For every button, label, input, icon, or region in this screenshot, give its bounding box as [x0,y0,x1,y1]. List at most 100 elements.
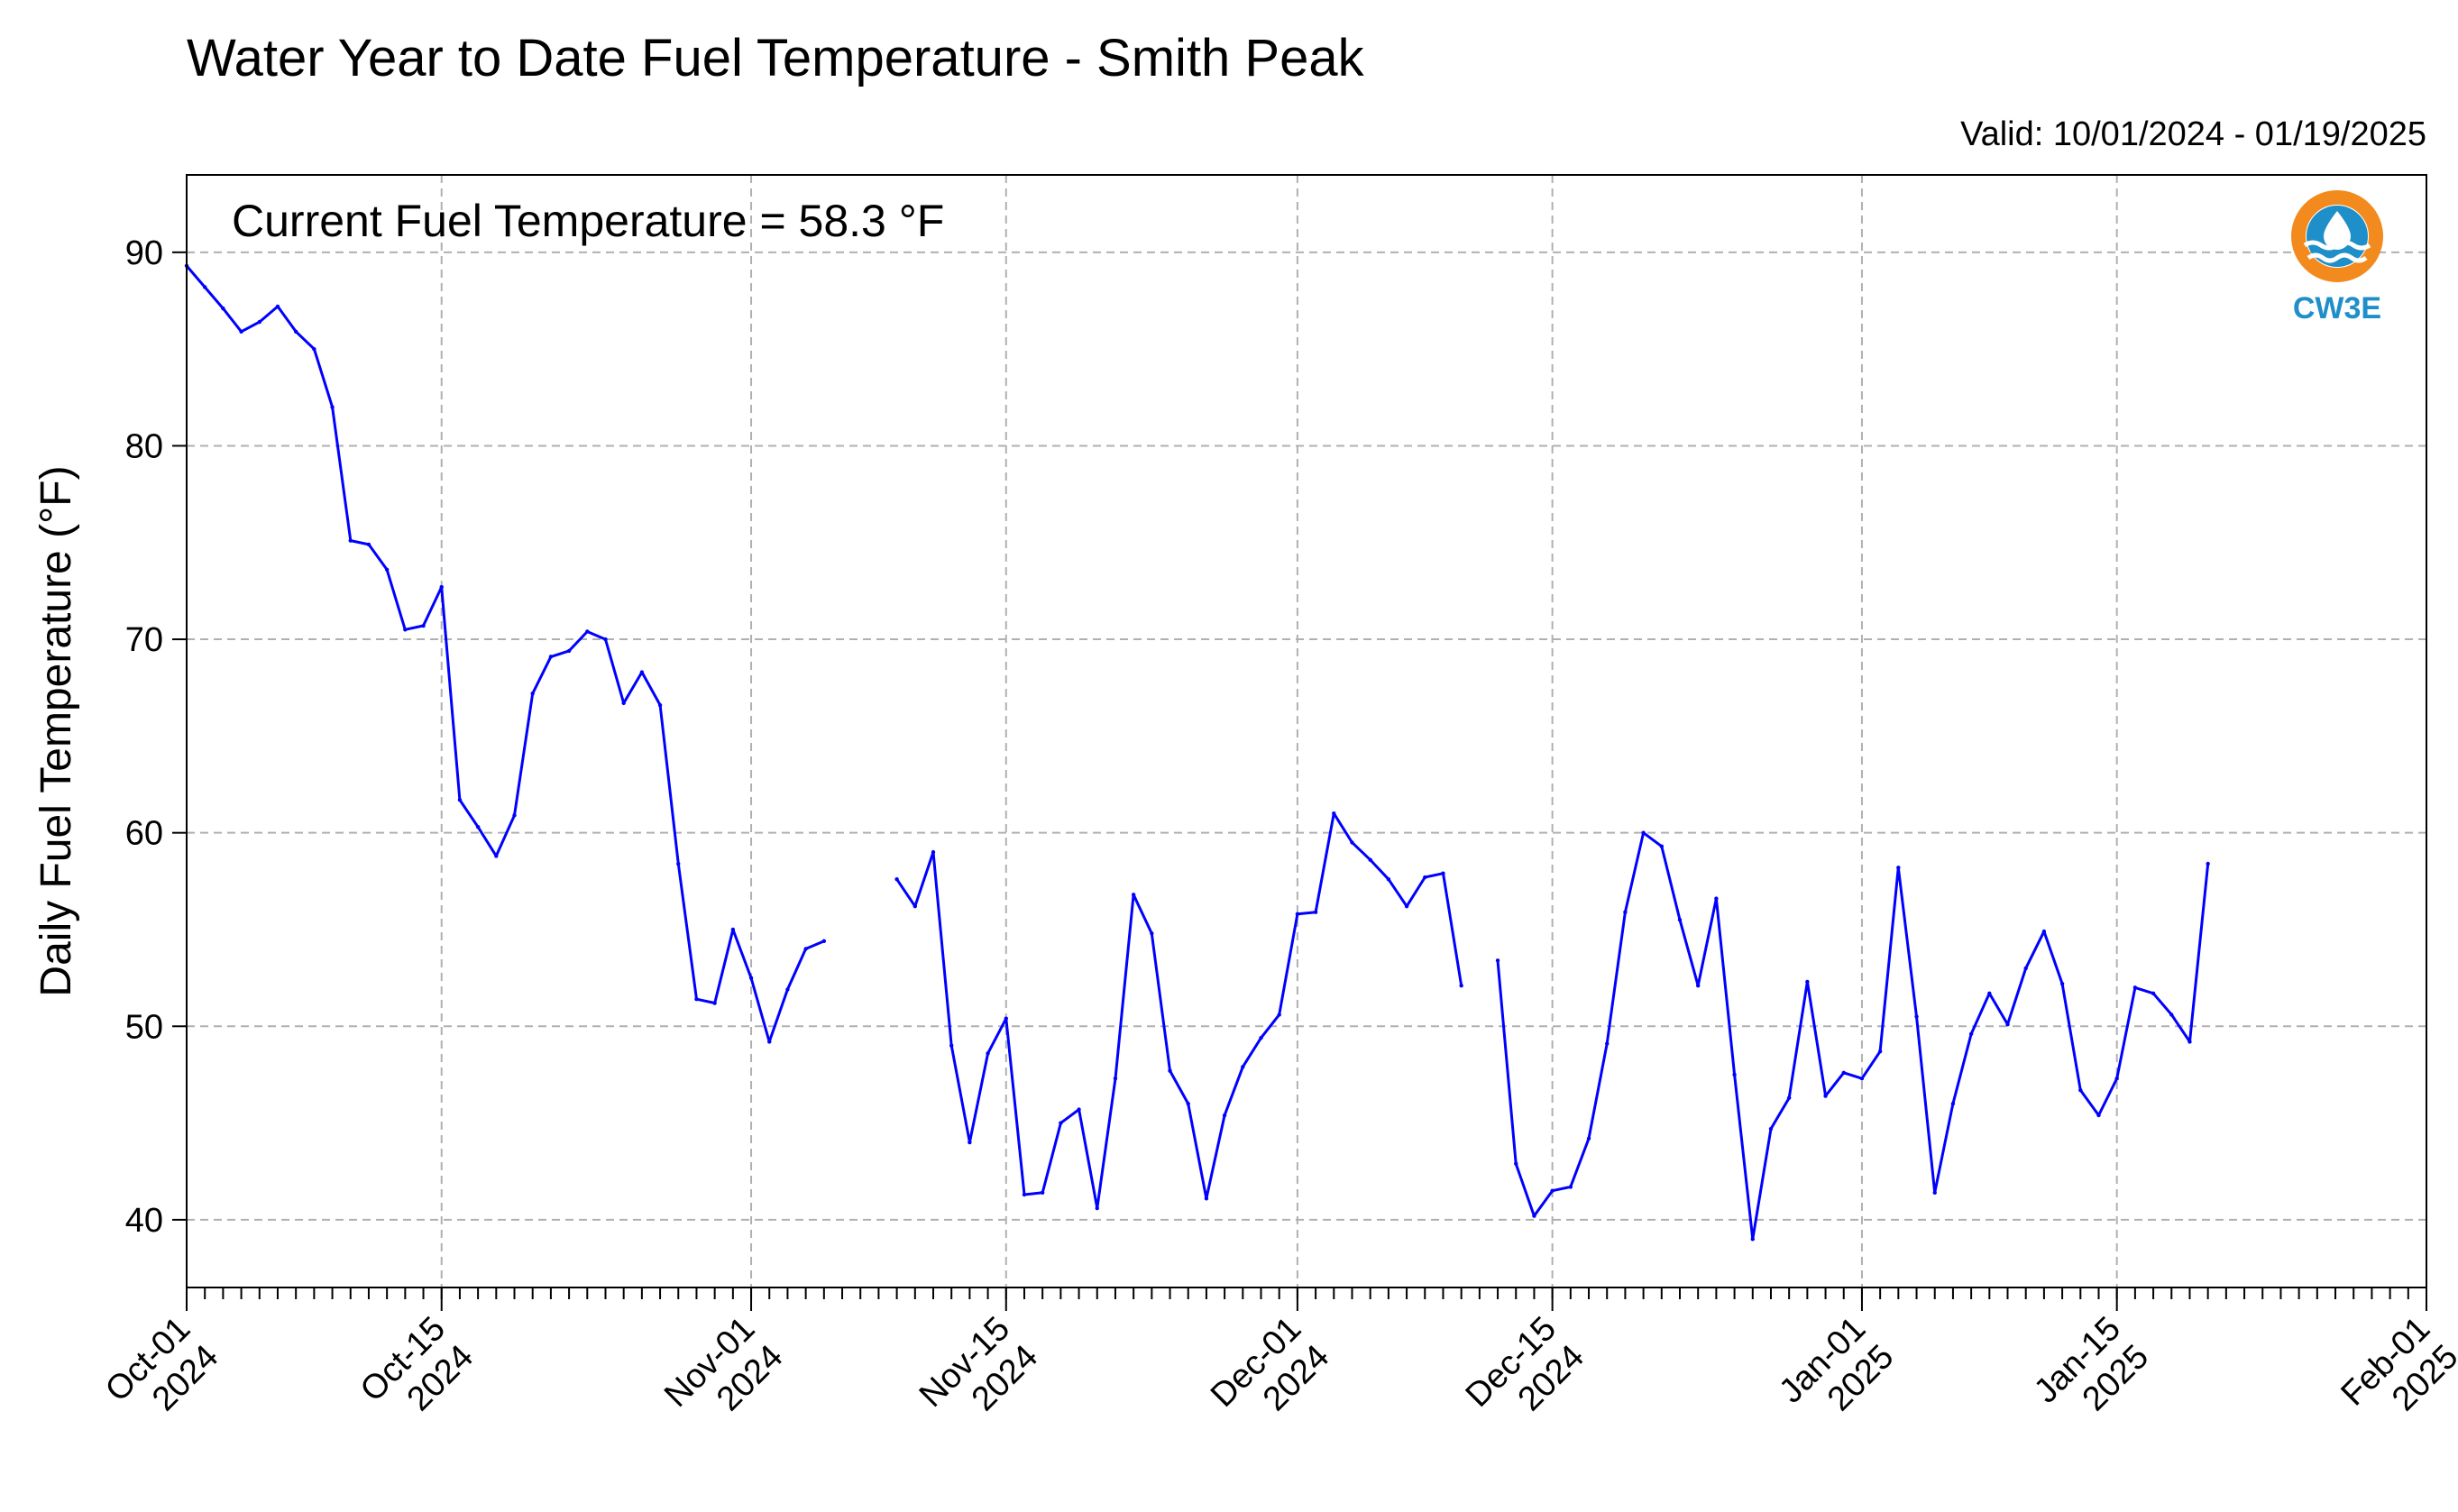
logo-text: CW3E [2293,291,2381,325]
data-point [1623,910,1628,914]
data-point [603,637,608,642]
data-point [1186,1101,1190,1106]
data-point [639,670,645,674]
data-point [1368,857,1372,862]
data-point [1768,1126,1774,1132]
y-tick-label: 70 [125,621,163,659]
data-point [566,648,572,654]
data-point [821,939,827,944]
data-point [1095,1205,1099,1211]
data-point [1404,904,1409,909]
data-point [1823,1094,1828,1098]
data-point [1786,1095,1792,1100]
data-point [767,1040,772,1044]
data-point [366,542,371,547]
data-point [293,329,298,334]
data-point [1222,1113,1227,1118]
data-point [1423,875,1427,880]
data-point [239,329,243,334]
data-point [785,987,790,992]
data-point [2114,1077,2119,1081]
y-tick-label: 60 [125,815,163,853]
chart-title: Water Year to Date Fuel Temperature - Sm… [187,29,1365,87]
data-point [2187,1040,2192,1044]
data-point [275,304,280,309]
data-point [986,1051,990,1056]
data-point [968,1140,972,1145]
data-point [257,319,261,325]
data-point [1059,1121,1063,1125]
data-point [202,285,207,289]
data-point [384,567,390,573]
y-tick-label: 40 [125,1202,163,1240]
data-point [548,655,554,659]
data-point [1841,1070,1846,1075]
data-point [1077,1107,1081,1112]
data-point [1441,871,1445,875]
data-point [1204,1196,1209,1201]
data-point [1150,931,1154,936]
data-point [1914,1014,1919,1019]
data-point [1022,1192,1027,1197]
data-point [1495,958,1500,963]
data-point [457,797,463,802]
data-point [1277,1013,1281,1017]
data-point [403,628,408,632]
data-point [1040,1190,1045,1196]
data-point [657,702,663,708]
data-point [2096,1113,2101,1118]
data-point [439,584,444,590]
data-point [1586,1136,1591,1141]
logo-ring [2291,190,2383,282]
data-point [1732,1072,1737,1077]
data-point [330,405,335,409]
data-point [1750,1237,1755,1242]
data-point [949,1043,954,1048]
data-point [530,691,535,696]
data-point [1641,830,1646,835]
logo-waves [2307,252,2368,263]
y-axis: 40 50 60 70 80 90 [125,234,187,1240]
data-point [2151,991,2156,995]
data-point [1386,876,1391,882]
valid-range: Valid: 10/01/2024 - 01/19/2025 [1960,115,2426,153]
data-point [1131,893,1136,897]
data-point [1659,844,1665,848]
y-tick-label: 50 [125,1008,163,1046]
data-point [913,904,918,909]
data-point [1605,1041,1610,1046]
series-path [185,264,2210,1241]
data-point [1313,910,1318,914]
data-point [1514,1161,1518,1166]
current-temp-annotation: Current Fuel Temperature = 58.3 °F [232,196,944,246]
data-point [1550,1188,1555,1193]
data-point [1968,1031,1974,1037]
data-point [1896,866,1901,870]
series-line [184,263,2210,1242]
data-point [1950,1101,1956,1106]
data-point [1332,811,1336,816]
data-point [1168,1068,1172,1073]
logo-drop [2324,211,2351,250]
data-point [931,849,936,855]
data-point [621,701,626,706]
data-point [1350,840,1354,845]
data-point [2023,966,2028,971]
data-point [894,876,899,882]
y-tick-label: 80 [125,427,163,465]
data-point [421,623,426,628]
data-point [512,813,517,818]
data-point [1677,918,1683,922]
data-point [1877,1049,1883,1054]
data-point [1859,1077,1865,1081]
data-point [1532,1214,1536,1218]
data-point [2078,1087,2083,1093]
data-point [730,927,736,932]
